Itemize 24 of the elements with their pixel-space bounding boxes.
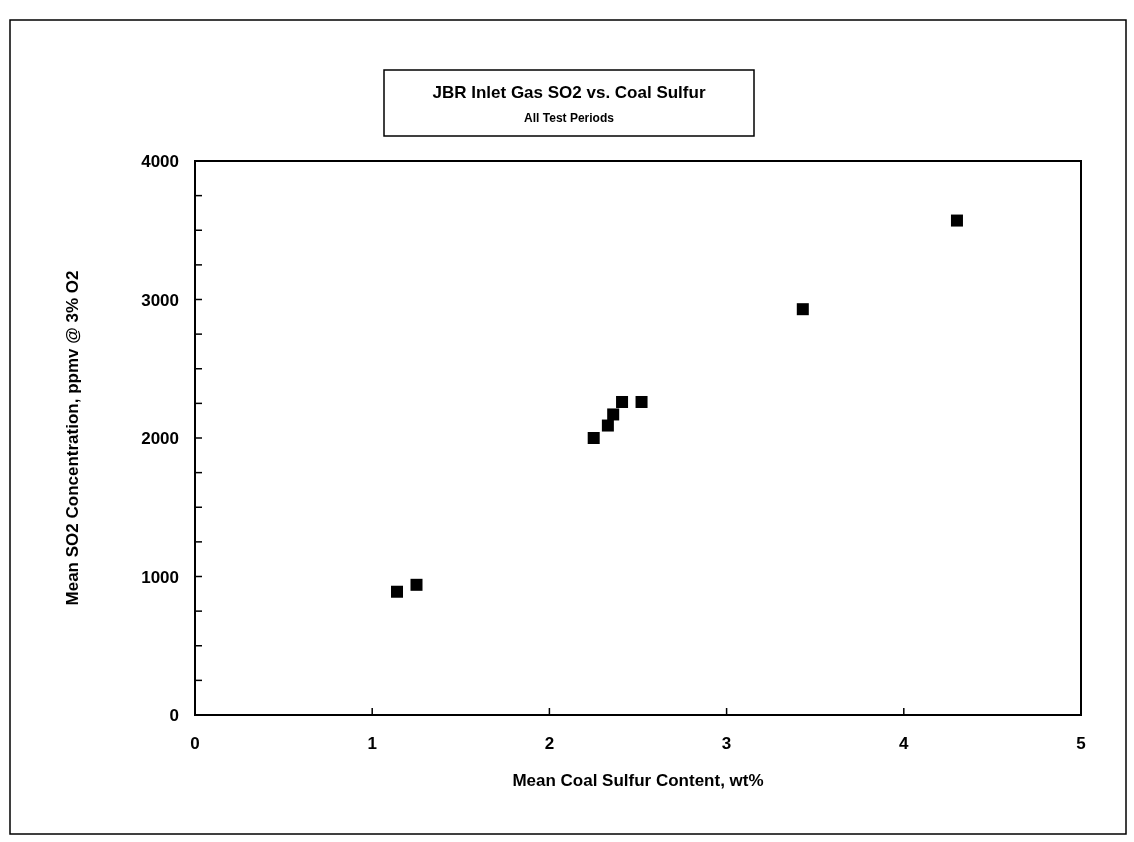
x-tick-label: 2 <box>544 734 555 753</box>
y-tick-label: 2000 <box>141 429 179 448</box>
x-axis-title: Mean Coal Sulfur Content, wt% <box>512 771 764 790</box>
x-tick-label: 0 <box>190 734 200 753</box>
point <box>796 303 809 316</box>
point <box>616 395 629 408</box>
x-tick-label: 1 <box>367 734 377 753</box>
chart-subtitle: All Test Periods <box>524 111 615 125</box>
x-tick-label: 5 <box>1076 734 1086 753</box>
point <box>587 432 600 444</box>
point <box>410 578 423 591</box>
point <box>391 585 404 598</box>
y-tick-label: 0 <box>169 706 179 725</box>
point <box>635 395 648 408</box>
x-tick-label: 4 <box>899 734 910 753</box>
y-tick-label: 4000 <box>141 152 179 171</box>
y-tick-label: 1000 <box>141 567 179 587</box>
point <box>950 214 963 227</box>
chart-title: JBR Inlet Gas SO2 vs. Coal Sulfur <box>432 83 706 102</box>
y-axis-title: Mean SO2 Concentration, ppmv @ 3% O2 <box>63 270 82 606</box>
y-tick-label: 3000 <box>141 290 179 310</box>
point <box>601 419 614 432</box>
x-tick-label: 3 <box>721 734 732 753</box>
point <box>607 408 620 421</box>
